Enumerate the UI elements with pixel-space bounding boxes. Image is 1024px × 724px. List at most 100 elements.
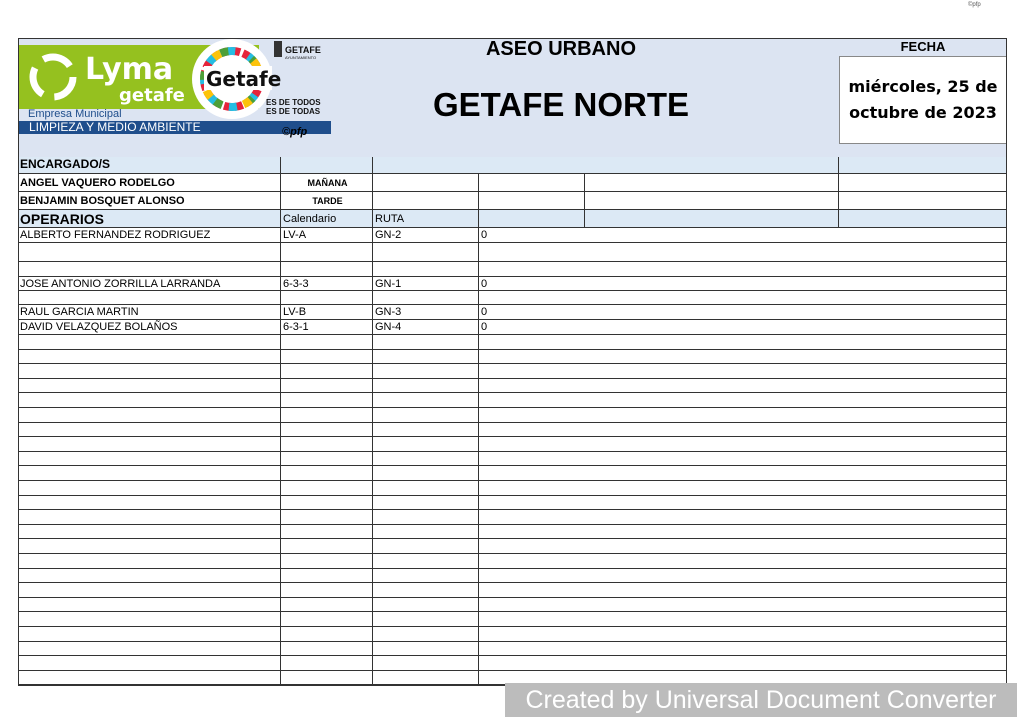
zone-title: GETAFE NORTE: [432, 86, 690, 123]
table-cell: [18, 627, 281, 642]
operario-value: 0: [479, 277, 1007, 291]
operario-name: [18, 243, 281, 262]
operario-name: JOSE ANTONIO ZORRILLA LARRANDA: [18, 277, 281, 291]
table-cell: [585, 210, 839, 228]
table-cell: [479, 641, 1007, 657]
operario-calendario: 6-3-1: [281, 320, 373, 335]
table-cell: [479, 408, 1007, 423]
operario-value: [479, 262, 1007, 277]
table-cell: [839, 174, 1007, 192]
operario-ruta: GN-2: [373, 228, 479, 243]
table-cell: [18, 335, 281, 350]
table-cell: [373, 539, 479, 554]
table-cell: [18, 524, 281, 540]
operario-name: [18, 262, 281, 277]
operario-calendario: LV-A: [281, 228, 373, 243]
table-cell: [479, 437, 1007, 452]
table-cell: [281, 612, 373, 627]
encargados-label: ENCARGADO/S: [18, 157, 281, 174]
table-cell: [281, 524, 373, 540]
table-cell: [479, 349, 1007, 365]
svg-text:Lyma: Lyma: [85, 52, 173, 87]
table-cell: [373, 583, 479, 598]
encargado-name: ANGEL VAQUERO RODELGO: [18, 174, 281, 192]
table-cell: [373, 393, 479, 408]
operario-ruta: [373, 243, 479, 262]
table-cell: [585, 174, 839, 192]
svg-text:ES DE TODOS: ES DE TODOS: [266, 98, 321, 107]
table-cell: [479, 481, 1007, 496]
table-cell: [18, 437, 281, 452]
operarios-label: OPERARIOS: [18, 210, 281, 228]
operario-name: DAVID VELAZQUEZ BOLAÑOS: [18, 320, 281, 335]
table-cell: [281, 627, 373, 642]
table-cell: [18, 422, 281, 438]
table-cell: [18, 641, 281, 657]
svg-text:AYUNTAMIENTO: AYUNTAMIENTO: [285, 55, 316, 60]
table-cell: [18, 466, 281, 481]
table-cell: [18, 597, 281, 613]
table-cell: [281, 451, 373, 467]
getafe-crest-icon: [274, 41, 282, 57]
table-cell: [373, 157, 839, 174]
table-cell: [18, 568, 281, 584]
table-cell: [479, 539, 1007, 554]
svg-text:GETAFE: GETAFE: [285, 45, 321, 55]
table-cell: [281, 393, 373, 408]
table-cell: [373, 349, 479, 365]
watermark: Created by Universal Document Converter: [505, 683, 1017, 717]
encargado-shift: MAÑANA: [281, 174, 373, 192]
table-cell: [18, 510, 281, 525]
table-cell: [479, 335, 1007, 350]
operario-ruta: GN-4: [373, 320, 479, 335]
table-cell: [839, 157, 1007, 174]
operario-calendario: [281, 291, 373, 305]
table-cell: [479, 192, 585, 210]
operario-ruta: GN-1: [373, 277, 479, 291]
table-cell: [373, 335, 479, 350]
table-cell: [479, 554, 1007, 569]
table-cell: [373, 408, 479, 423]
table-cell: [839, 192, 1007, 210]
table-cell: [18, 612, 281, 627]
table-cell: [281, 583, 373, 598]
table-cell: [18, 539, 281, 554]
table-cell: [373, 524, 479, 540]
date-label: FECHA: [839, 38, 1007, 57]
table-cell: [373, 466, 479, 481]
table-cell: [479, 656, 1007, 671]
operario-ruta: GN-3: [373, 305, 479, 320]
table-cell: [373, 378, 479, 394]
table-cell: [479, 612, 1007, 627]
copyright: ©pfp: [282, 126, 308, 138]
table-cell: [373, 612, 479, 627]
operario-name: ALBERTO FERNANDEZ RODRIGUEZ: [18, 228, 281, 243]
table-cell: [281, 495, 373, 511]
operario-ruta: [373, 262, 479, 277]
date-value: miércoles, 25 de octubre de 2023: [839, 56, 1007, 144]
table-cell: [18, 378, 281, 394]
table-cell: [373, 481, 479, 496]
table-cell: [479, 568, 1007, 584]
table-cell: [281, 422, 373, 438]
table-cell: [281, 656, 373, 671]
operario-name: [18, 291, 281, 305]
encargado-shift: TARDE: [281, 192, 373, 210]
table-cell: [18, 583, 281, 598]
table-cell: [479, 174, 585, 192]
logo-subtitle: Empresa Municipal: [28, 108, 122, 120]
table-cell: [479, 627, 1007, 642]
table-cell: [373, 670, 479, 686]
table-cell: [479, 422, 1007, 438]
lyma-swirl-icon: Lyma getafe: [29, 52, 185, 106]
column-calendario: Calendario: [281, 210, 373, 228]
svg-text:getafe: getafe: [119, 85, 185, 106]
operario-calendario: 6-3-3: [281, 277, 373, 291]
table-cell: [373, 627, 479, 642]
table-cell: [373, 192, 479, 210]
table-cell: [479, 524, 1007, 540]
operario-value: 0: [479, 320, 1007, 335]
operario-value: [479, 243, 1007, 262]
table-cell: [281, 466, 373, 481]
table-cell: [373, 174, 479, 192]
